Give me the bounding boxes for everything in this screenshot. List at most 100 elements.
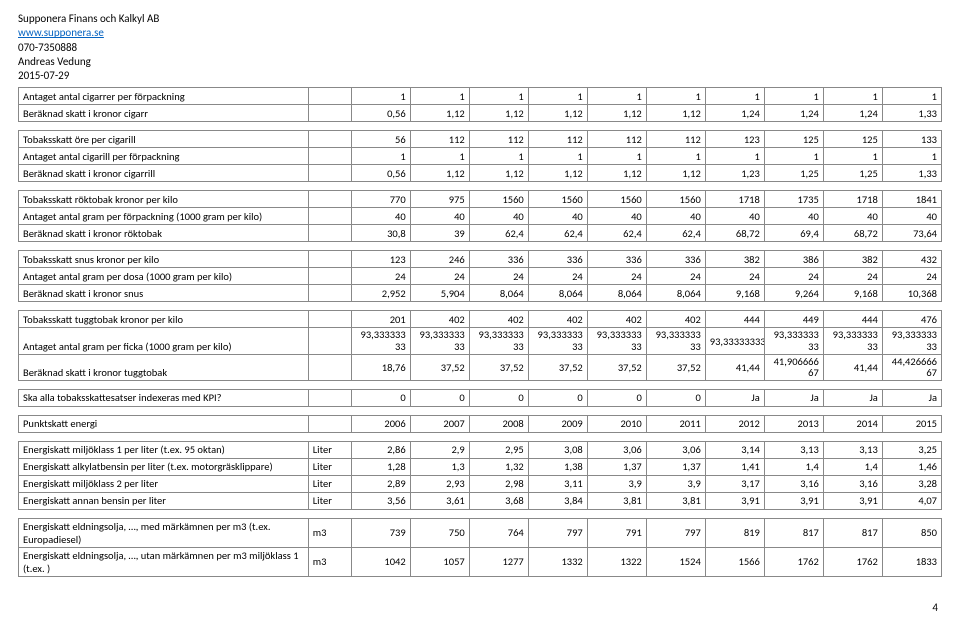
spacer-cell: [19, 406, 942, 415]
row-unit: [308, 311, 351, 328]
spacer-cell: [19, 380, 942, 389]
data-cell: 476: [882, 311, 941, 328]
data-cell: 1,28: [351, 458, 410, 475]
data-cell: 1: [587, 148, 646, 165]
data-table: Antaget antal cigarrer per förpackning11…: [18, 87, 942, 576]
data-cell: 3,11: [528, 475, 587, 492]
data-cell: 1560: [528, 191, 587, 208]
data-cell: 2013: [764, 415, 823, 432]
data-cell: 3,91: [764, 492, 823, 509]
data-cell: 3,08: [528, 441, 587, 458]
table-row: Tobaksskatt snus kronor per kilo12324633…: [19, 251, 942, 268]
data-cell: 1,12: [528, 165, 587, 182]
data-cell: 1: [528, 88, 587, 105]
data-cell: 1,12: [410, 165, 469, 182]
row-label: Beräknad skatt i kronor röktobak: [19, 225, 309, 242]
data-cell: 1,12: [587, 105, 646, 122]
data-cell: 797: [646, 518, 705, 547]
data-cell: 24: [587, 268, 646, 285]
data-cell: 3,56: [351, 492, 410, 509]
data-cell: 3,16: [764, 475, 823, 492]
data-cell: 1560: [646, 191, 705, 208]
table-row: [19, 432, 942, 441]
data-cell: 819: [705, 518, 764, 547]
data-cell: 3,13: [823, 441, 882, 458]
data-cell: 1,33: [882, 105, 941, 122]
data-cell: 449: [764, 311, 823, 328]
header-date: 2015-07-29: [18, 69, 942, 83]
data-cell: 1,38: [528, 458, 587, 475]
row-unit: m3: [308, 547, 351, 576]
header-link[interactable]: www.supponera.se: [18, 26, 104, 39]
data-cell: 18,76: [351, 354, 410, 380]
data-cell: 3,84: [528, 492, 587, 509]
data-cell: 0: [351, 389, 410, 406]
table-row: Antaget antal gram per ficka (1000 gram …: [19, 328, 942, 354]
spacer-cell: [19, 509, 942, 518]
data-cell: 69,4: [764, 225, 823, 242]
table-row: Ska alla tobaksskattesatser indexeras me…: [19, 389, 942, 406]
data-cell: 2,95: [469, 441, 528, 458]
data-cell: 1,24: [705, 105, 764, 122]
table-row: Beräknad skatt i kronor cigarr0,561,121,…: [19, 105, 942, 122]
data-cell: 0: [469, 389, 528, 406]
data-cell: 2015: [882, 415, 941, 432]
data-cell: 402: [528, 311, 587, 328]
data-cell: 112: [528, 131, 587, 148]
data-cell: 24: [410, 268, 469, 285]
table-row: Energiskatt miljöklass 1 per liter (t.ex…: [19, 441, 942, 458]
data-cell: 1,12: [587, 165, 646, 182]
table-row: Beräknad skatt i kronor tuggtobak18,7637…: [19, 354, 942, 380]
data-cell: 30,8: [351, 225, 410, 242]
data-cell: 93,33333333: [882, 328, 941, 354]
table-row: Punktskatt energi20062007200820092010201…: [19, 415, 942, 432]
data-cell: 1,12: [528, 105, 587, 122]
data-cell: 112: [469, 131, 528, 148]
data-cell: 40: [646, 208, 705, 225]
data-cell: 112: [410, 131, 469, 148]
data-cell: 133: [882, 131, 941, 148]
data-cell: 3,91: [823, 492, 882, 509]
doc-header: Supponera Finans och Kalkyl AB www.suppo…: [18, 12, 942, 83]
data-cell: 0,56: [351, 165, 410, 182]
row-unit: Liter: [308, 492, 351, 509]
data-cell: 3,06: [587, 441, 646, 458]
data-cell: 336: [469, 251, 528, 268]
data-cell: 1057: [410, 547, 469, 576]
data-cell: 2010: [587, 415, 646, 432]
row-unit: [308, 251, 351, 268]
data-cell: 3,14: [705, 441, 764, 458]
table-row: Antaget antal cigarill per förpackning11…: [19, 148, 942, 165]
data-cell: 37,52: [410, 354, 469, 380]
data-cell: 93,33333333: [469, 328, 528, 354]
data-cell: 382: [705, 251, 764, 268]
header-company: Supponera Finans och Kalkyl AB: [18, 12, 942, 26]
data-cell: 10,368: [882, 285, 941, 302]
data-cell: 1833: [882, 547, 941, 576]
data-cell: 1,24: [764, 105, 823, 122]
table-row: Beräknad skatt i kronor cigarrill0,561,1…: [19, 165, 942, 182]
data-cell: 24: [351, 268, 410, 285]
data-cell: 1: [528, 148, 587, 165]
data-cell: 2,9: [410, 441, 469, 458]
row-unit: [308, 191, 351, 208]
row-unit: Liter: [308, 441, 351, 458]
data-cell: 40: [705, 208, 764, 225]
data-cell: 68,72: [705, 225, 764, 242]
table-row: [19, 182, 942, 191]
data-cell: 1,12: [410, 105, 469, 122]
data-cell: 386: [764, 251, 823, 268]
data-cell: 93,33333333: [351, 328, 410, 354]
data-cell: 37,52: [528, 354, 587, 380]
data-cell: 739: [351, 518, 410, 547]
data-cell: 1332: [528, 547, 587, 576]
data-cell: 402: [587, 311, 646, 328]
data-cell: 336: [528, 251, 587, 268]
data-cell: 8,064: [587, 285, 646, 302]
data-cell: 1841: [882, 191, 941, 208]
data-cell: 817: [764, 518, 823, 547]
data-cell: 40: [351, 208, 410, 225]
data-cell: 8,064: [469, 285, 528, 302]
data-cell: 1: [469, 88, 528, 105]
row-label: Energiskatt miljöklass 1 per liter (t.ex…: [19, 441, 309, 458]
